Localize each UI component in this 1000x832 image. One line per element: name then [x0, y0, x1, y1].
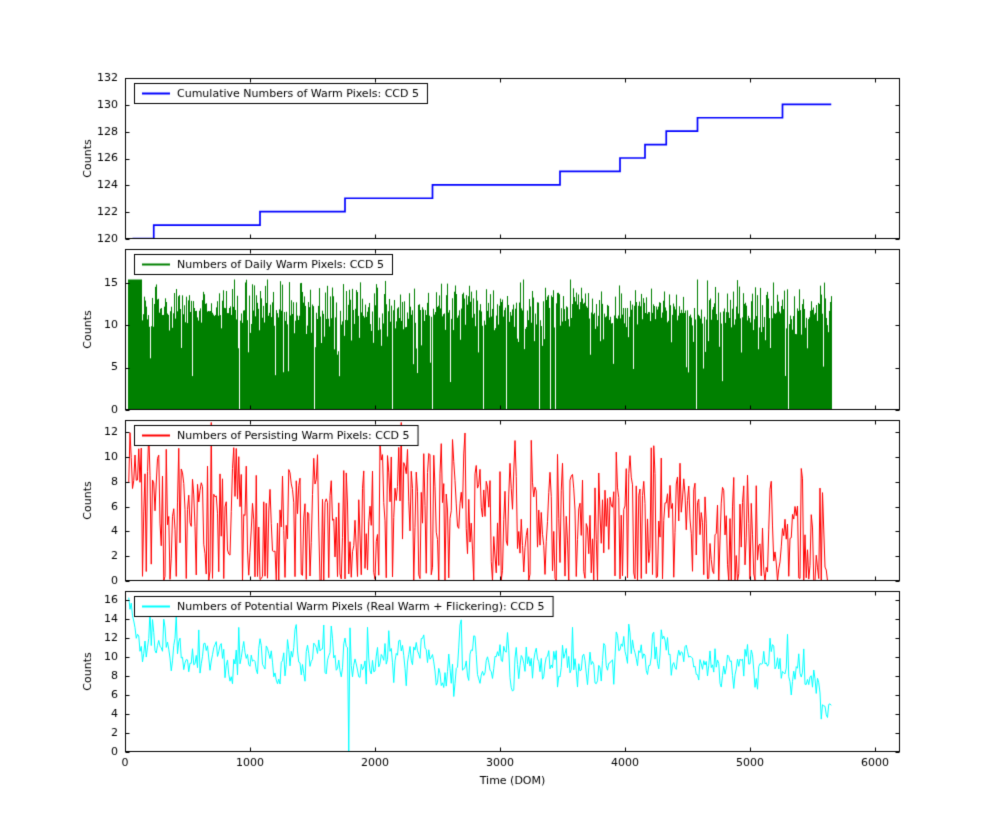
warm-pixels-chart-canvas — [0, 0, 1000, 832]
warm-pixels-figure — [0, 0, 1000, 832]
